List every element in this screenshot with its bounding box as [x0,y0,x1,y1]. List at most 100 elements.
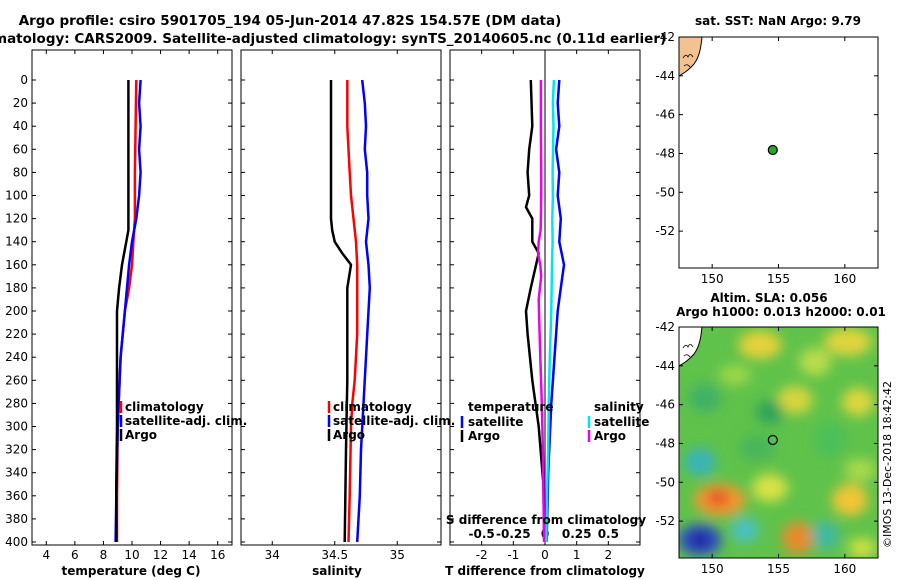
salinity-x-tick-label: 35 [390,548,405,562]
legend-label-climatology: climatology [333,400,412,414]
coast-detail-sst [682,54,694,68]
salinity-legend: climatology satellite-adj. clim. Argo [327,400,455,442]
depth-tick-label: 340 [5,466,28,480]
sla-map-y-tick-label: -46 [655,398,675,412]
legend-title-temperature: temperature [468,400,553,414]
legend-label-argo: Argo [125,428,157,442]
sla-anomaly-field [679,328,876,558]
depth-tick-label: 320 [5,443,28,457]
secondary-x-tick-label: 0.25 [562,527,592,541]
difference-x-tick-label: 2 [605,548,613,562]
depth-tick-label: 300 [5,420,28,434]
temperature-x-tick-label: 16 [210,548,225,562]
temperature-axes: 4 6 8 10 12 14 16 [32,50,232,562]
depth-tick-label: 360 [5,489,28,503]
temperature-series [114,79,142,543]
salinity-series [329,79,372,543]
sst-map-background [679,37,878,268]
sla-blob [777,386,813,414]
depth-tick-label: 100 [5,189,28,203]
sla-map-y-tick-label: -50 [655,475,675,489]
temperature-x-tick-label: 12 [153,548,168,562]
secondary-x-tick-label: -0.5 [469,527,495,541]
sla-blob [738,331,782,359]
difference-series-s-argo [536,80,546,543]
sst-map-x-tick-label: 150 [701,272,724,286]
temperature-x-tick-label: 4 [42,548,50,562]
difference-series-s-satellite [545,79,556,543]
depth-tick-label: 140 [5,235,28,249]
sla-map-y-tick-label: -44 [655,359,675,373]
sla-blob [832,484,868,516]
imos-watermark: ©IMOS 13-Dec-2018 18:42:42 [881,381,894,548]
secondary-axis-label: S difference from climatology [446,513,646,527]
sla-blob [706,490,730,506]
sla-blob [756,400,784,424]
difference-series-t-satellite [545,79,566,543]
salinity-x-tick-label: 34 [265,548,280,562]
depth-tick-label: 280 [5,396,28,410]
sst-map-y-tick-label: -50 [655,185,675,199]
sla-map-title-line-2: Argo h1000: 0.013 h2000: 0.01 [676,305,886,319]
sla-map-x-tick-label: 155 [767,562,790,576]
depth-tick-label: 240 [5,350,28,364]
legend-label-s-argo: Argo [594,429,626,443]
tasmania-coast-sla [679,327,703,367]
difference-xlabel: T difference from climatology [445,564,645,578]
difference-axes: -2 -1 0 1 2-0.5 -0.25 0 0.25 0.5 [450,50,640,562]
difference-series [524,79,566,543]
salinity-xlabel: salinity [312,564,362,578]
sla-map-x-tick-label: 150 [701,562,724,576]
depth-tick-label: 380 [5,512,28,526]
sla-blob [848,538,876,558]
sla-map-x-tick-label: 160 [833,562,856,576]
sla-blob [842,388,874,416]
sla-blob [689,384,721,412]
temperature-x-tick-label: 10 [124,548,139,562]
sla-background-field [679,327,878,558]
figure-title-line-2: Climatology: CARS2009. Satellite-adjuste… [0,31,666,47]
tasmania-coast-sst [679,37,703,77]
sla-map-y-tick-label: -42 [655,320,675,334]
depth-tick-label: 40 [13,119,28,133]
legend-title-salinity: salinity [594,400,644,414]
temperature-x-tick-label: 14 [182,548,197,562]
depth-tick-label: 400 [5,535,28,549]
sla-blob [690,532,710,548]
salinity-panel-frame [240,49,442,546]
salinity-x-tick-label: 34.5 [321,548,348,562]
sla-map-y-tick-label: -52 [655,514,675,528]
difference-x-tick-label: 1 [573,548,581,562]
argo-position-marker-sla [767,434,778,446]
salinity-series-satellite-adj-clim- [355,79,372,543]
legend-label-s-satellite: satellite [594,415,649,429]
sla-blob [811,521,839,549]
depth-tick-label: 260 [5,373,28,387]
sst-map-x-tick-label: 155 [767,272,790,286]
sla-blob [814,422,846,458]
temperature-x-tick-label: 6 [71,548,79,562]
temperature-legend: climatology satellite-adj. clim. Argo [119,400,247,442]
difference-x-tick-label: 0 [541,548,549,562]
temperature-x-tick-label: 8 [100,548,108,562]
sla-blob [844,458,876,482]
difference-x-tick-label: -1 [507,548,519,562]
sla-blob [719,365,751,385]
sla-map-y-tick-label: -48 [655,436,675,450]
difference-x-tick-label: -2 [476,548,488,562]
coast-detail-sla [682,344,694,358]
sla-blob [731,518,759,542]
temperature-xlabel: temperature (deg C) [62,564,201,578]
sla-heatmap [679,327,878,558]
sst-map-y-tick-label: -52 [655,224,675,238]
figure-title-line-1: Argo profile: csiro 5901705_194 05-Jun-2… [19,13,562,29]
sst-map-y-tick-label: -46 [655,108,675,122]
sst-map-title: sat. SST: NaN Argo: 9.79 [695,14,861,28]
difference-series-t-argo [524,79,546,543]
legend-label-climatology: climatology [125,400,204,414]
temperature-series-climatology [115,79,138,542]
depth-tick-label: 120 [5,212,28,226]
depth-tick-label: 220 [5,327,28,341]
legend-label-satellite: satellite-adj. clim. [333,414,455,428]
